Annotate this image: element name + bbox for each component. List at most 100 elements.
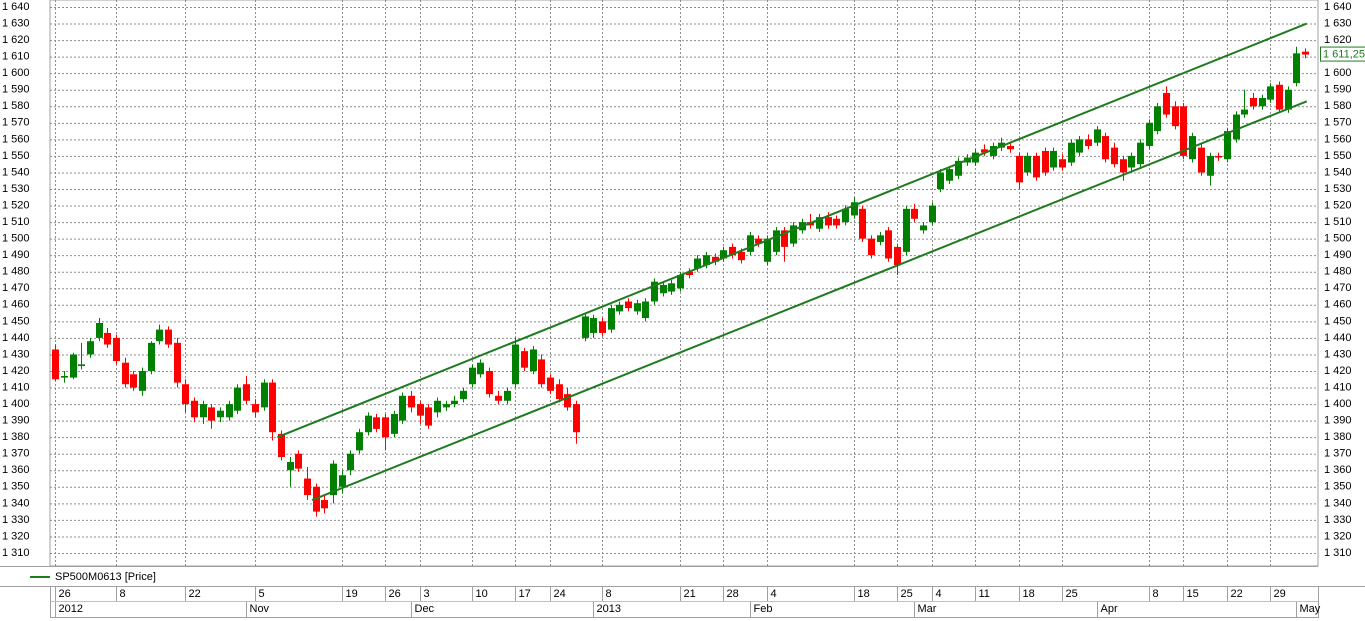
y-tick-label-right: 1 470 <box>1324 282 1352 294</box>
y-tick-label-right: 1 590 <box>1324 84 1352 96</box>
y-tick-label: 1 550 <box>2 150 30 162</box>
y-tick-label-right: 1 440 <box>1324 332 1352 344</box>
candle-body <box>1146 122 1153 146</box>
candle-body <box>243 384 250 401</box>
candle-body <box>365 415 372 433</box>
y-tick-label: 1 460 <box>2 299 30 311</box>
y-tick-label: 1 520 <box>2 199 30 211</box>
y-tick-label-right: 1 600 <box>1324 67 1352 79</box>
candle-body <box>877 235 884 242</box>
y-tick-label: 1 620 <box>2 34 30 46</box>
y-tick-label-right: 1 630 <box>1324 17 1352 29</box>
y-tick-label-right: 1 530 <box>1324 183 1352 195</box>
candle-body <box>773 230 780 252</box>
y-tick-label: 1 340 <box>2 497 30 509</box>
candle-body <box>391 414 398 434</box>
candle-body <box>686 271 693 276</box>
candle-body <box>816 217 823 229</box>
x-tick-label: 26 <box>389 588 401 600</box>
y-tick-label: 1 480 <box>2 266 30 278</box>
candle-body <box>1154 106 1161 132</box>
x-tick-label-2: Apr <box>1101 603 1118 615</box>
candle-body <box>1111 147 1118 165</box>
x-tick-label: 24 <box>554 588 566 600</box>
y-tick-label-right: 1 340 <box>1324 497 1352 509</box>
y-tick-label: 1 350 <box>2 481 30 493</box>
candle-body <box>1042 150 1049 173</box>
candle-body <box>634 303 641 312</box>
candle-body <box>70 354 77 378</box>
x-tick-label: 4 <box>936 588 942 600</box>
candle-body <box>990 145 997 156</box>
y-tick-label-right: 1 360 <box>1324 464 1352 476</box>
trendline <box>277 22 1308 439</box>
trendline <box>311 100 1308 501</box>
candle-body <box>1215 155 1222 158</box>
x-tick-label-2: Mar <box>918 603 937 615</box>
x-tick-label: 19 <box>346 588 358 600</box>
x-tick-label-2: Feb <box>754 603 773 615</box>
candle-body <box>113 337 120 362</box>
candle-body <box>712 256 719 262</box>
candle-body <box>261 382 268 408</box>
x-tick-label-2: Dec <box>415 603 435 615</box>
candle-body <box>981 149 988 153</box>
y-tick-label: 1 440 <box>2 332 30 344</box>
candle-body <box>1233 114 1240 140</box>
y-tick-label-right: 1 460 <box>1324 299 1352 311</box>
candle-body <box>1024 155 1031 173</box>
candle-body <box>547 377 554 391</box>
y-tick-label: 1 590 <box>2 84 30 96</box>
candle-body <box>469 367 476 385</box>
candle-body <box>1198 147 1205 173</box>
candle-body <box>694 258 701 269</box>
candle-body <box>373 417 380 429</box>
candle-body <box>78 364 85 367</box>
y-tick-label-right: 1 430 <box>1324 348 1352 360</box>
y-tick-label: 1 570 <box>2 117 30 129</box>
y-tick-label: 1 540 <box>2 166 30 178</box>
y-tick-label-right: 1 560 <box>1324 133 1352 145</box>
candle-body <box>1059 159 1066 168</box>
y-tick-label: 1 310 <box>2 547 30 559</box>
candle-body <box>1033 155 1040 178</box>
x-tick-label: 8 <box>1153 588 1159 600</box>
candle-body <box>668 283 675 292</box>
y-tick-label-right: 1 450 <box>1324 315 1352 327</box>
candle-body <box>226 404 233 418</box>
candle-body <box>1007 145 1014 150</box>
candle-body <box>1050 150 1057 168</box>
candle-body <box>321 500 328 509</box>
candle-body <box>1094 129 1101 143</box>
candle-body <box>1120 159 1127 173</box>
candle-body <box>252 404 259 413</box>
candle-body <box>443 404 450 408</box>
candle-body <box>825 217 832 226</box>
candle-body <box>122 362 129 385</box>
candle-body <box>530 349 537 371</box>
candle-body <box>1267 86 1274 100</box>
last-price-box <box>1320 46 1365 62</box>
candle-body <box>929 205 936 223</box>
candle-body <box>1302 51 1309 55</box>
candle-body <box>894 246 901 266</box>
y-tick-label-right: 1 370 <box>1324 448 1352 460</box>
candle-body <box>946 169 953 181</box>
candle-body <box>1172 106 1179 127</box>
candle-body <box>191 400 198 418</box>
x-tick-label: 18 <box>1023 588 1035 600</box>
x-tick-label: 22 <box>189 588 201 600</box>
candle-body <box>512 344 519 385</box>
candle-body <box>504 390 511 401</box>
candle-body <box>1259 97 1266 107</box>
y-tick-label-right: 1 550 <box>1324 150 1352 162</box>
y-tick-label: 1 360 <box>2 464 30 476</box>
candle-body <box>174 342 181 383</box>
candle-body <box>139 370 146 391</box>
x-tick-label: 21 <box>684 588 696 600</box>
y-tick-label-right: 1 620 <box>1324 34 1352 46</box>
y-tick-label: 1 560 <box>2 133 30 145</box>
x-tick-label: 26 <box>59 588 71 600</box>
candle-body <box>608 308 615 330</box>
candle-body <box>434 400 441 413</box>
